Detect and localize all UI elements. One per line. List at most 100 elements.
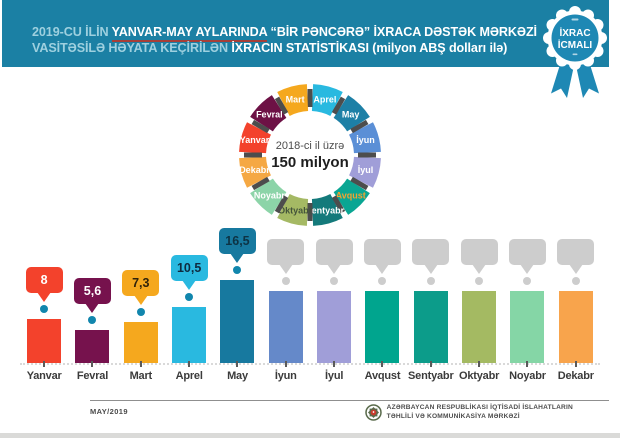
value-bubble-avqust	[363, 239, 401, 265]
axis-tick	[236, 361, 239, 367]
axis-tick	[574, 361, 577, 367]
bubble-dot-icon	[523, 277, 532, 285]
axis-label-cell-oktyabr: Oktyabr	[455, 361, 503, 382]
axis-label-oktyabr: Oktyabr	[459, 370, 500, 382]
bubble-pointer-icon	[182, 280, 197, 290]
bar-dekabr	[558, 291, 593, 363]
donut-label-iyul: İyul	[358, 165, 374, 175]
axis-label-mart: Mart	[129, 370, 153, 382]
donut-divider-mark	[350, 176, 369, 191]
bubble-dot-icon	[330, 277, 339, 285]
axis-tick	[91, 361, 94, 367]
bubble-dot-icon	[378, 277, 387, 285]
donut-divider-mark	[331, 96, 346, 115]
bar-column-avqust	[358, 222, 406, 363]
title-line-1: 2019-CU İLİN YANVAR-MAY AYLARINDA “BİR P…	[32, 24, 537, 42]
axis-tick	[429, 361, 432, 367]
organization-name-line1: AZƏRBAYCAN RESPUBLİKASI İQTİSADİ İSLAHAT…	[386, 404, 573, 411]
bar-noyabr	[510, 291, 545, 363]
value-bubble-iyul	[315, 239, 353, 265]
title-line1-underlined: YANVAR-MAY AYLARINDA	[111, 25, 267, 42]
value-bubble-aprel: 10,5	[170, 255, 208, 281]
bar-column-aprel: 10,5	[165, 222, 213, 363]
donut-segment-iyun	[349, 122, 381, 154]
donut-segment-may	[333, 95, 370, 132]
value-bubble-iyun	[267, 239, 305, 265]
bubble-dot-icon	[475, 277, 484, 285]
title-line-2: VASİTƏSİLƏ HƏYATA KEÇİRİLƏN İXRACIN STAT…	[32, 40, 537, 56]
bar-column-iyun	[262, 222, 310, 363]
axis-tick	[478, 361, 481, 367]
title-line2-light: VASİTƏSİLƏ HƏYATA KEÇİRİLƏN	[32, 41, 228, 55]
axis-tick	[139, 361, 142, 367]
state-emblem-icon	[364, 404, 382, 421]
donut-divider-mark	[274, 195, 289, 214]
axis-label-may: May	[227, 370, 248, 382]
bubble-pointer-icon	[37, 292, 52, 302]
bubble-pointer-icon	[85, 303, 100, 313]
value-bubble-mart: 7,3	[122, 270, 160, 296]
axis-label-iyul: İyul	[325, 370, 344, 382]
title-line1-light: 2019-CU İLİN	[32, 25, 109, 39]
donut-label-iyun: İyun	[356, 135, 375, 145]
axis-label-cell-aprel: Aprel	[165, 361, 213, 382]
value-bubble-fevral: 5,6	[73, 278, 111, 304]
value-bubble-may: 16,5	[218, 228, 256, 254]
export-review-badge: İXRAC İCMALI	[543, 6, 607, 98]
bubble-pointer-icon	[520, 264, 535, 274]
axis-tick	[188, 361, 191, 367]
donut-segment-dekabr	[239, 156, 271, 188]
bar-mart	[123, 322, 158, 363]
bubble-dot-icon	[136, 308, 145, 316]
bar-column-may: 16,5	[213, 222, 261, 363]
bubble-dot-icon	[426, 277, 435, 285]
donut-segment-mart	[277, 84, 309, 116]
bar-column-mart: 7,3	[117, 222, 165, 363]
axis-label-cell-dekabr: Dekabr	[552, 361, 600, 382]
bubble-dot-icon	[571, 277, 580, 285]
bar-column-fevral: 5,6	[68, 222, 116, 363]
donut-segment-aprel	[311, 84, 343, 116]
axis-label-avqust: Avqust	[364, 370, 401, 382]
footer-divider	[90, 400, 609, 401]
footer-organization: AZƏRBAYCAN RESPUBLİKASI İQTİSADİ İSLAHAT…	[364, 404, 573, 421]
donut-segment-yanvar	[239, 122, 271, 154]
axis-label-cell-may: May	[213, 361, 261, 382]
axis-label-yanvar: Yanvar	[26, 370, 62, 382]
donut-label-may: May	[342, 109, 360, 119]
footer-date: MAY/2019	[90, 407, 128, 416]
bar-avqust	[365, 291, 400, 363]
bubble-pointer-icon	[423, 264, 438, 274]
donut-segment-fevral	[250, 95, 287, 132]
donut-divider-mark	[331, 195, 346, 214]
value-bubble-sentyabr	[412, 239, 450, 265]
donut-label-mart: Mart	[286, 94, 305, 104]
value-bubble-oktyabr	[460, 239, 498, 265]
bar-labels: Yanvar Fevral Mart Aprel May İyun İyul Avqust Se…	[20, 361, 600, 382]
bar-column-sentyabr	[407, 222, 455, 363]
axis-label-iyun: İyun	[274, 370, 297, 382]
donut-segment-noyabr	[250, 178, 287, 215]
badge-rosette-icon	[543, 6, 607, 70]
bar-oktyabr	[462, 291, 497, 363]
bar-column-dekabr	[552, 222, 600, 363]
axis-label-cell-fevral: Fevral	[68, 361, 116, 382]
axis-label-aprel: Aprel	[175, 370, 203, 382]
bubble-dot-icon	[281, 277, 290, 285]
donut-label-fevral: Fevral	[256, 109, 283, 119]
donut-divider-mark	[274, 96, 289, 115]
bar-column-yanvar: 8	[20, 222, 68, 363]
axis-tick	[526, 361, 529, 367]
badge-bottom-ornament	[572, 53, 578, 56]
bar-column-noyabr	[503, 222, 551, 363]
badge-label-line1: İXRAC	[559, 26, 590, 39]
axis-label-cell-iyun: İyun	[262, 361, 310, 382]
bubble-dot-icon	[40, 305, 49, 313]
bar-yanvar	[27, 319, 62, 363]
axis-label-fevral: Fevral	[76, 370, 109, 382]
axis-label-cell-iyul: İyul	[310, 361, 358, 382]
bar-column-oktyabr	[455, 222, 503, 363]
axis-tick	[284, 361, 287, 367]
bubble-pointer-icon	[375, 264, 390, 274]
